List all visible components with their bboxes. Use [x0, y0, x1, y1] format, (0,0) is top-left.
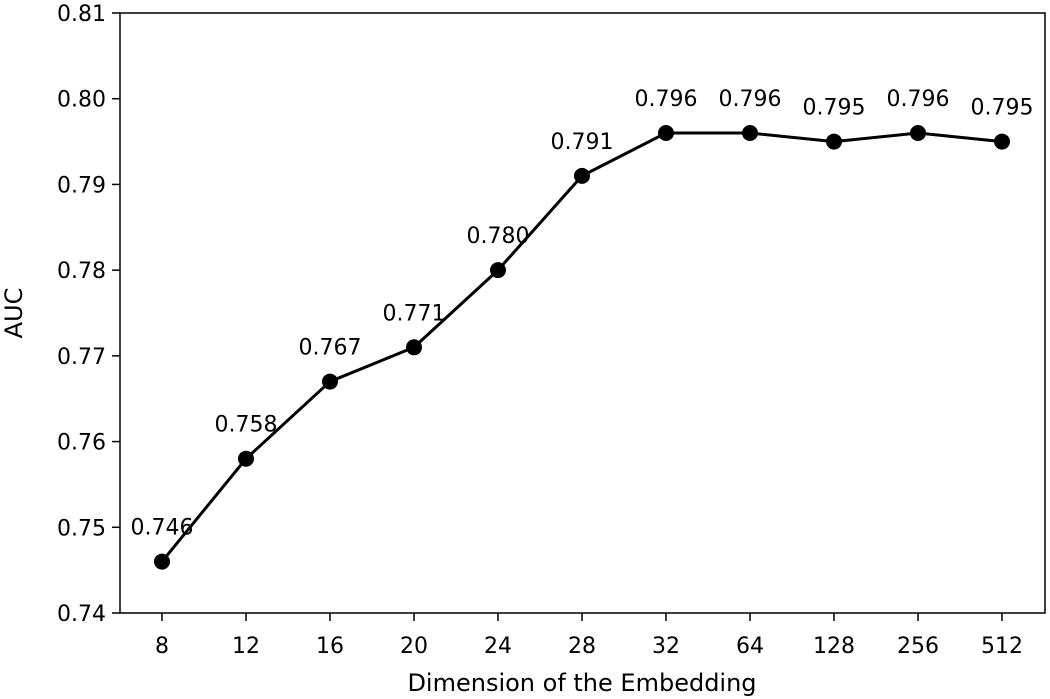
data-label: 0.796 [635, 87, 698, 112]
data-point [994, 133, 1010, 150]
data-point [658, 125, 674, 141]
data-point [826, 133, 842, 150]
y-tick-label: 0.80 [57, 88, 106, 113]
data-label: 0.796 [719, 87, 782, 112]
data-point [154, 553, 170, 570]
data-point [322, 373, 338, 390]
data-point [574, 167, 590, 184]
series-line [160, 131, 1003, 563]
x-tick-label: 32 [652, 634, 680, 659]
data-label: 0.758 [215, 413, 278, 438]
y-tick-label: 0.81 [57, 2, 106, 27]
data-label: 0.771 [383, 301, 446, 326]
data-label: 0.791 [551, 130, 614, 155]
y-axis-label: AUC [0, 288, 28, 339]
data-label: 0.795 [803, 96, 866, 121]
markers-layer [154, 125, 1010, 570]
data-point [742, 125, 758, 141]
x-tick-label: 8 [155, 634, 169, 659]
data-label: 0.767 [299, 336, 362, 361]
x-tick-label: 28 [568, 634, 596, 659]
x-tick-label: 20 [400, 634, 428, 659]
x-axis-label: Dimension of the Embedding [407, 669, 756, 697]
y-tick-label: 0.79 [57, 173, 106, 198]
data-point [910, 125, 926, 141]
x-tick-label: 12 [232, 634, 260, 659]
ticks-layer: 0.74 0.75 0.76 0.77 0.78 0.79 0.80 0.81 8 12 16 20 2… [57, 2, 1023, 659]
data-labels-layer: 0.746 0.758 0.767 0.771 0.780 0.791 0.796 0.796… [131, 87, 1034, 541]
x-tick-label: 16 [316, 634, 344, 659]
data-label: 0.746 [131, 516, 194, 541]
y-tick-label: 0.78 [57, 259, 106, 284]
data-label: 0.795 [971, 96, 1034, 121]
data-point [406, 339, 422, 356]
y-tick-label: 0.76 [57, 431, 106, 456]
x-tick-label: 256 [897, 634, 939, 659]
y-tick-label: 0.74 [57, 602, 106, 627]
x-tick-label: 24 [484, 634, 512, 659]
x-tick-label: 512 [981, 634, 1023, 659]
data-label: 0.796 [887, 87, 950, 112]
data-point [490, 262, 506, 279]
x-tick-label: 128 [813, 634, 855, 659]
data-label: 0.780 [467, 224, 530, 249]
line-layer [160, 131, 1003, 563]
plot-frame [119, 12, 1046, 614]
data-point [238, 450, 254, 467]
x-tick-label: 64 [736, 634, 764, 659]
y-tick-label: 0.77 [57, 345, 106, 370]
y-tick-label: 0.75 [57, 516, 106, 541]
